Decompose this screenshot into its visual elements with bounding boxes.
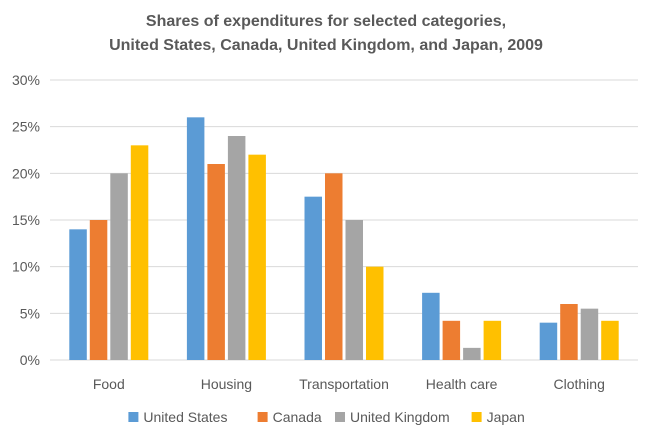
y-tick-label: 10% [12,259,40,275]
legend-label: Canada [273,409,322,425]
bar [483,320,502,360]
y-tick-label: 5% [20,305,40,321]
x-axis-categories: Food Housing Transportation Health care Clot… [93,376,605,392]
x-category-label: Transportation [299,376,389,392]
x-category-label: Food [93,376,125,392]
bar [69,229,87,360]
legend-swatch [128,412,139,422]
y-tick-label: 20% [12,165,40,181]
legend-label: United Kingdom [350,409,450,425]
y-tick-label: 30% [12,72,40,88]
legend: United States Canada United Kingdom Japan [128,409,525,425]
legend-label: Japan [487,409,525,425]
x-category-label: Health care [426,376,498,392]
bar [325,173,343,360]
legend-swatch [257,412,268,422]
bar [207,164,225,360]
bar [422,292,440,360]
bar [580,308,599,360]
x-category-label: Clothing [554,376,605,392]
bars [69,117,619,360]
bar [89,220,108,360]
y-tick-label: 0% [20,352,40,368]
legend-swatch [471,412,482,422]
bar [539,322,558,360]
y-tick-label: 25% [12,119,40,135]
bar [186,117,205,360]
bar [601,320,619,360]
bar [304,196,322,360]
bar [227,136,246,360]
bar [560,304,578,360]
bar [345,220,363,360]
chart-title-line-1: Shares of expenditures for selected cate… [146,13,506,30]
legend-swatch [335,412,345,422]
bar [110,173,128,360]
bar [442,320,461,360]
bar [463,347,481,360]
y-axis-ticks: 0% 5% 10% 15% 20% 25% 30% [12,72,40,368]
y-tick-label: 15% [12,212,40,228]
x-category-label: Housing [201,376,252,392]
legend-label: United States [143,409,227,425]
bar [130,145,149,360]
bar [366,266,384,360]
bar [248,154,266,360]
chart-title: Shares of expenditures for selected cate… [109,13,543,54]
chart-title-line-2: United States, Canada, United Kingdom, a… [109,37,543,54]
